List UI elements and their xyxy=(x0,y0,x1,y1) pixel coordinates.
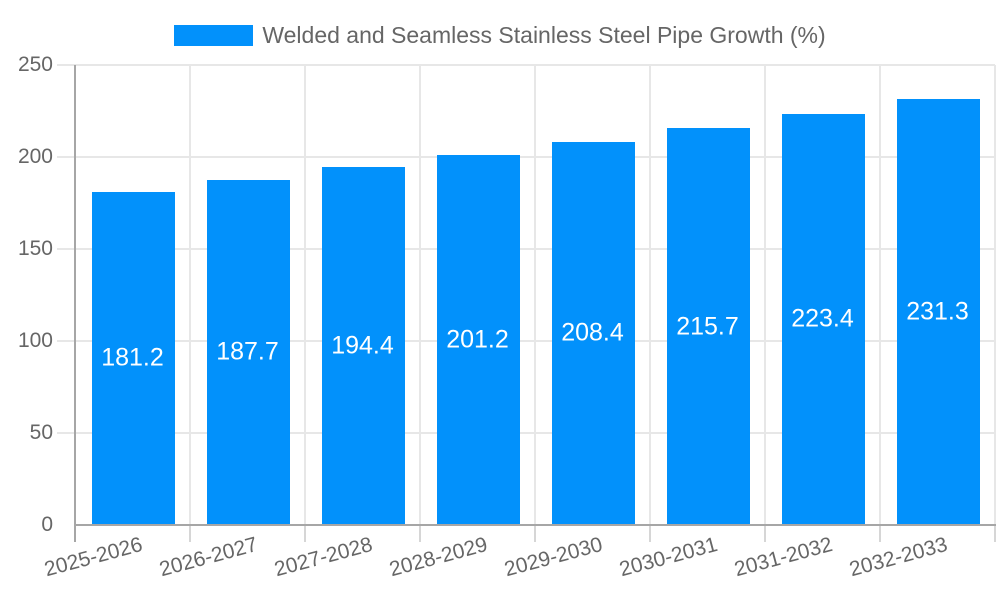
bar-value-label: 181.2 xyxy=(101,343,164,372)
y-axis-tick-label: 50 xyxy=(29,421,53,444)
x-gridline xyxy=(994,65,996,525)
x-gridline xyxy=(764,65,766,525)
bar xyxy=(551,141,635,525)
y-axis-tick-label: 100 xyxy=(17,329,53,352)
y-axis-tick-label: 150 xyxy=(17,237,53,260)
y-gridline xyxy=(57,156,995,158)
x-axis-tick-mark xyxy=(879,526,881,542)
y-axis-tick-label: 250 xyxy=(17,53,53,76)
y-axis-tick-label: 0 xyxy=(41,513,53,536)
bar xyxy=(666,128,750,525)
y-gridline xyxy=(57,340,995,342)
bar-value-label: 215.7 xyxy=(676,312,739,341)
y-axis-line xyxy=(74,65,76,542)
bar-value-label: 194.4 xyxy=(331,331,394,360)
bar-value-label: 208.4 xyxy=(561,318,624,347)
bar xyxy=(436,154,520,525)
y-gridline xyxy=(57,248,995,250)
legend: Welded and Seamless Stainless Steel Pipe… xyxy=(0,22,1000,49)
x-gridline xyxy=(419,65,421,525)
bar xyxy=(206,179,290,525)
bar xyxy=(896,99,980,525)
bar xyxy=(781,113,865,525)
x-axis-tick-mark xyxy=(304,526,306,542)
bar-value-label: 231.3 xyxy=(906,297,969,326)
bar-value-label: 201.2 xyxy=(446,325,509,354)
bar-value-label: 187.7 xyxy=(216,337,279,366)
x-axis-tick-mark xyxy=(534,526,536,542)
x-gridline xyxy=(879,65,881,525)
x-gridline xyxy=(534,65,536,525)
x-axis-tick-mark xyxy=(419,526,421,542)
x-axis-tick-mark xyxy=(764,526,766,542)
y-gridline xyxy=(57,432,995,434)
bar xyxy=(321,167,405,525)
x-axis-tick-mark xyxy=(994,526,996,542)
bar-value-label: 223.4 xyxy=(791,304,854,333)
bar xyxy=(91,191,175,525)
x-axis-line xyxy=(74,524,996,526)
x-gridline xyxy=(649,65,651,525)
x-gridline xyxy=(189,65,191,525)
legend-swatch xyxy=(174,25,254,46)
x-gridline xyxy=(304,65,306,525)
x-axis-tick-mark xyxy=(649,526,651,542)
legend-label: Welded and Seamless Stainless Steel Pipe… xyxy=(262,22,826,48)
x-axis-tick-mark xyxy=(189,526,191,542)
y-gridline xyxy=(57,64,995,66)
y-axis-tick-label: 200 xyxy=(17,145,53,168)
